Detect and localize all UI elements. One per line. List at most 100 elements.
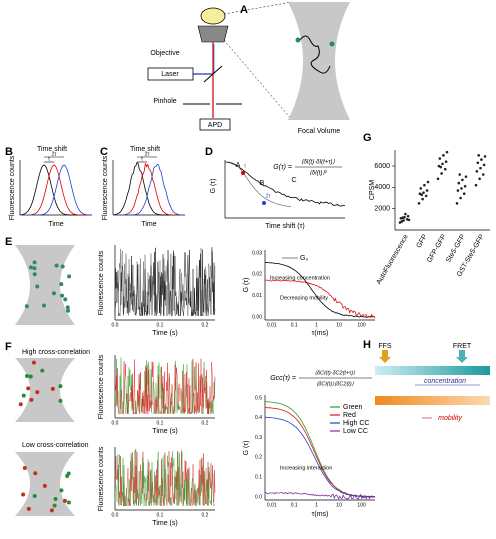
caption: High cross-correlation [22, 349, 90, 356]
y-tick-label: 0.02 [252, 272, 262, 278]
particle-illustrations [15, 245, 75, 516]
formula: G(τ) = [273, 164, 292, 171]
tau-label: 2τ [266, 193, 271, 199]
legend-label: Low CC [343, 428, 368, 435]
point [460, 187, 463, 190]
y-tick-label: 0.3 [255, 435, 262, 441]
point [479, 166, 482, 170]
panel-label: B [5, 146, 13, 158]
ffs-label: FFS [378, 343, 392, 350]
formula: ⟨δI(t)·δI(t+τ)⟩ [301, 159, 335, 166]
point [424, 194, 428, 198]
caption: Low cross-correlation [22, 442, 89, 449]
legend-label: Green [343, 404, 363, 411]
point [445, 150, 449, 154]
y-axis-label: Fluorescence counts [9, 155, 16, 220]
point [439, 165, 443, 169]
trace-illustration [114, 448, 216, 507]
y-tick-label: 0.0 [255, 494, 262, 500]
point [419, 187, 423, 190]
particle [66, 308, 71, 313]
ffs-fret-scale [375, 350, 490, 419]
pinhole-label: Pinhole [153, 98, 176, 105]
objective-label: Objective [150, 50, 179, 57]
point [482, 163, 486, 167]
particle [63, 297, 68, 302]
point [477, 154, 481, 157]
particle [25, 374, 30, 379]
point [459, 196, 462, 200]
particle [42, 303, 47, 308]
x-axis-label: Time [141, 221, 156, 228]
x-tick-label: 0.01 [267, 322, 277, 328]
point [458, 173, 462, 176]
x-axis-label: Time (s) [152, 330, 177, 337]
annotation: G₀ [300, 255, 308, 262]
tau-label: τ [244, 163, 246, 169]
x-tick-label: 1 [315, 322, 318, 328]
x-tick-label: 0.0 [112, 512, 119, 518]
x-tick-label: 0.0 [112, 420, 119, 426]
point [426, 180, 430, 184]
x-tick-label: 0.1 [157, 512, 164, 518]
particle [58, 384, 63, 389]
tau-label: τ [141, 156, 143, 162]
particle [28, 265, 33, 270]
point [456, 189, 460, 192]
point [442, 154, 445, 157]
particle [35, 390, 40, 395]
point [441, 162, 444, 166]
particle [65, 474, 70, 479]
point [438, 157, 442, 160]
y-axis-label: G (τ) [243, 278, 250, 293]
curve-illustration [224, 161, 346, 207]
y-axis-label: G (τ) [210, 179, 217, 194]
particle [52, 503, 57, 508]
x-tick-label: 0.1 [157, 322, 164, 328]
x-tick-label: 1 [315, 502, 318, 508]
tau-label: 2τ [52, 151, 57, 157]
point [421, 197, 424, 201]
point [400, 220, 404, 223]
x-tick-label: 0.1 [291, 502, 298, 508]
curve-illustration [225, 161, 292, 208]
particle [54, 263, 59, 268]
point [440, 172, 443, 175]
time-shift-label: Time shift [130, 146, 160, 153]
tau-label: τ [48, 156, 50, 162]
point [463, 184, 467, 188]
y-axis-label: G (τ) [243, 441, 250, 456]
y-tick-label: 0.01 [252, 293, 262, 299]
focal-volume-illustration [288, 2, 350, 120]
y-tick-label: 6000 [374, 163, 390, 170]
x-axis-label: τ(ms) [312, 511, 329, 518]
point-marker [241, 171, 245, 175]
x-tick-label: 0.2 [202, 420, 209, 426]
point-label: A [236, 162, 241, 169]
x-axis-label: Time (s) [152, 428, 177, 435]
y-tick-label: 2000 [374, 206, 390, 213]
y-tick-label: 0.5 [255, 395, 262, 401]
y-tick-label: 0.03 [252, 250, 262, 256]
fret-label: FRET [453, 343, 472, 350]
x-tick-label: GFP [416, 233, 429, 249]
curve-illustration [264, 279, 376, 319]
particle [62, 498, 67, 503]
particle [60, 293, 65, 298]
x-tick-label: 0.2 [202, 322, 209, 328]
panel-label: C [100, 146, 108, 158]
particle [33, 471, 38, 476]
point [480, 158, 483, 161]
y-tick-label: 0.00 [252, 314, 262, 320]
legend-label: High CC [343, 420, 369, 427]
y-tick-label: 0.4 [255, 415, 262, 421]
point [476, 161, 480, 165]
point [401, 216, 405, 220]
formula: Gcc(τ) = [270, 375, 296, 382]
y-axis-label: CPSM [369, 180, 376, 200]
microscope [147, 1, 293, 131]
point [461, 178, 464, 182]
y-tick-label: 0.1 [255, 475, 262, 481]
x-axis-label: Time [48, 221, 63, 228]
